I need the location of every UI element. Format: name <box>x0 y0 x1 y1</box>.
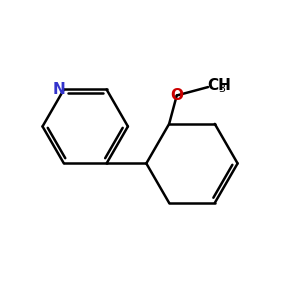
Text: N: N <box>53 82 66 97</box>
Text: O: O <box>170 88 183 103</box>
Text: 3: 3 <box>219 83 226 94</box>
Text: CH: CH <box>208 78 231 93</box>
